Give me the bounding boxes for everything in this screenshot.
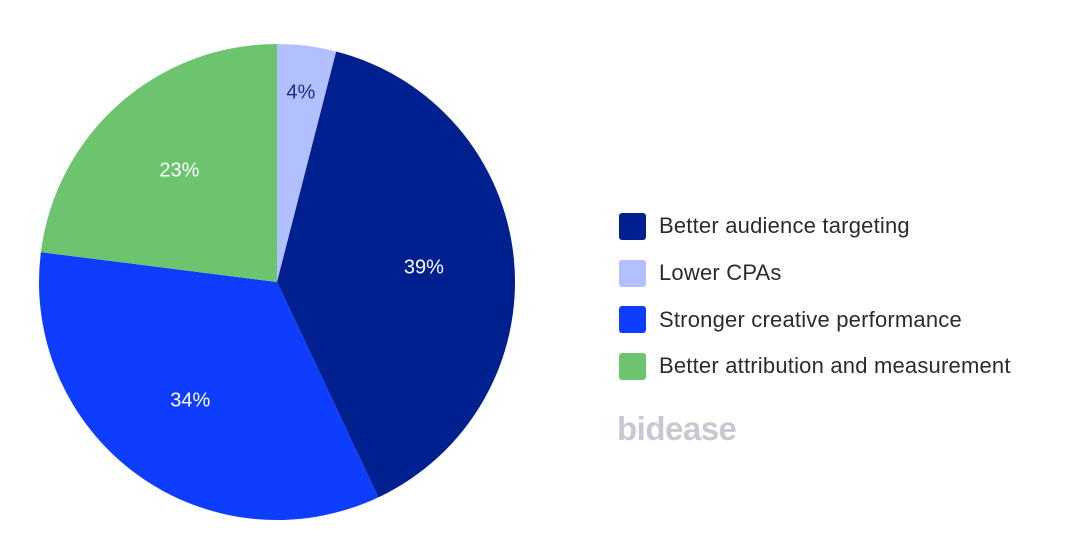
pie-slice-stronger-creative-performance [38,252,379,521]
data-label: 23% [159,160,199,182]
legend-swatch [619,212,646,240]
legend-item-attribution: Better attribution and measurement [619,343,1011,390]
legend-swatch [619,352,646,380]
legend-item-audience-targeting: Better audience targeting [619,203,1011,250]
pie-slice-better-audience-targeting [277,51,516,498]
pie-slice-better-attribution-and-measurement [40,44,277,282]
data-label: 34% [170,390,210,412]
legend-label: Better attribution and measurement [659,353,1011,379]
legend-label: Better audience targeting [659,213,910,239]
legend-item-lower-cpas: Lower CPAs [619,250,1011,297]
bidease-logo: bidease [617,410,737,447]
legend-label: Lower CPAs [659,260,782,286]
legend-label: Stronger creative performance [659,306,962,332]
pie-slice-lower-cpas [277,44,337,282]
data-label: 4% [286,81,315,103]
legend-item-creative-performance: Stronger creative performance [619,296,1011,343]
legend-swatch [619,306,646,334]
legend: Better audience targeting Lower CPAs Str… [619,203,1011,390]
legend-swatch [619,259,646,287]
pie-chart: 4% 39% 34% 23% [38,44,516,521]
data-label: 39% [404,256,444,278]
